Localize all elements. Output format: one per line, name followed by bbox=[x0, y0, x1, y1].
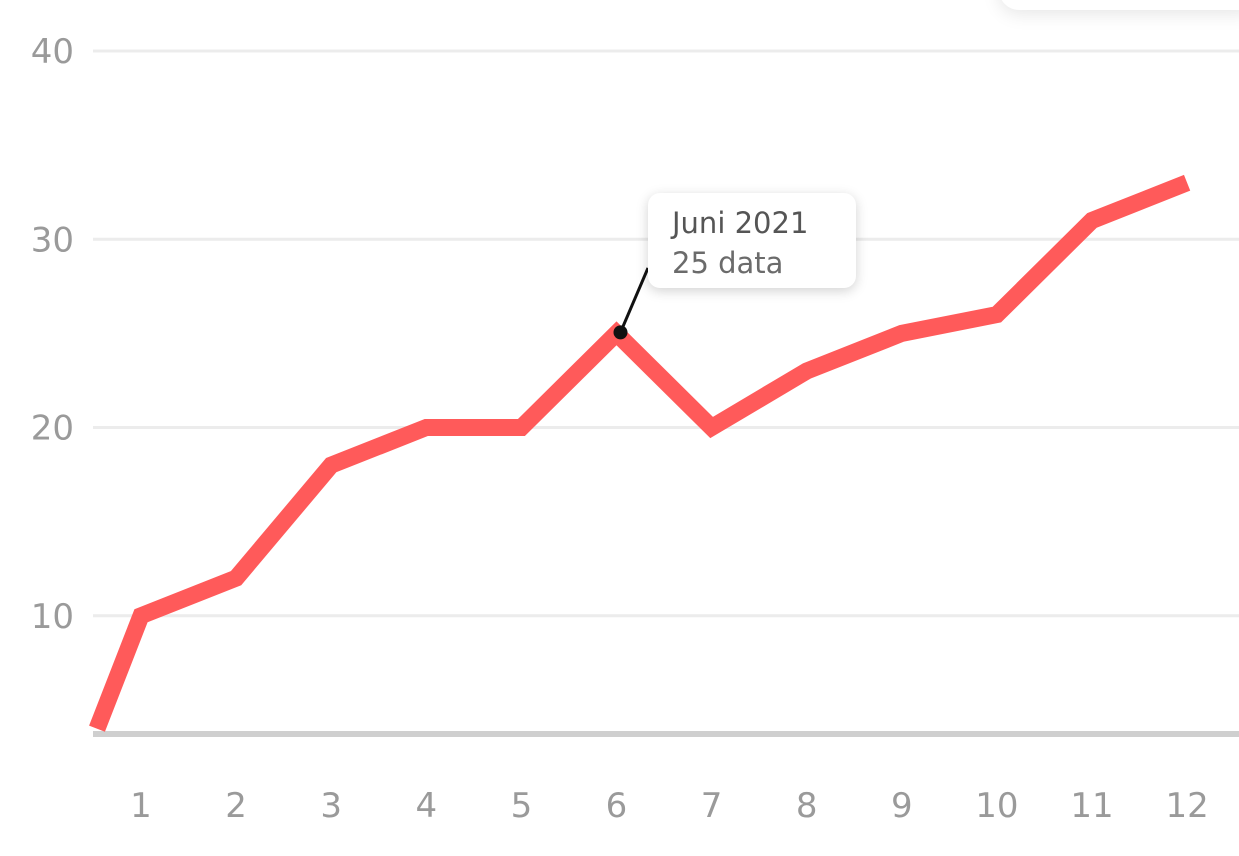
series-layer bbox=[89, 174, 1191, 732]
series-line bbox=[89, 174, 1191, 732]
x-tick-label: 4 bbox=[415, 786, 437, 826]
y-tick-label: 30 bbox=[31, 220, 74, 260]
x-tick-label: 7 bbox=[701, 786, 723, 826]
y-tick-label: 10 bbox=[31, 597, 74, 637]
x-tick-label: 5 bbox=[511, 786, 533, 826]
x-tick-label: 11 bbox=[1070, 786, 1113, 826]
x-tick-label: 1 bbox=[130, 786, 152, 826]
x-tick-label: 3 bbox=[320, 786, 342, 826]
x-axis-ticks: 1 2 3 4 5 6 7 8 9 10 11 12 bbox=[130, 786, 1209, 826]
tooltip-pointer bbox=[613, 267, 650, 340]
tooltip-value: 25 data bbox=[672, 246, 784, 280]
tooltip-leader-line bbox=[619, 267, 650, 333]
y-axis-ticks: 10 20 30 40 bbox=[31, 32, 74, 637]
x-tick-label: 2 bbox=[225, 786, 247, 826]
x-tick-label: 10 bbox=[975, 786, 1018, 826]
y-tick-label: 20 bbox=[31, 409, 74, 449]
x-tick-label: 9 bbox=[891, 786, 913, 826]
x-tick-label: 12 bbox=[1165, 786, 1208, 826]
x-tick-label: 8 bbox=[796, 786, 818, 826]
highlight-point bbox=[613, 325, 628, 340]
card-edge bbox=[999, 0, 1239, 10]
tooltip: Juni 2021 25 data bbox=[648, 193, 856, 288]
x-tick-label: 6 bbox=[606, 786, 628, 826]
y-tick-label: 40 bbox=[31, 32, 74, 72]
tooltip-title: Juni 2021 bbox=[672, 206, 809, 240]
gridlines bbox=[93, 49, 1239, 618]
